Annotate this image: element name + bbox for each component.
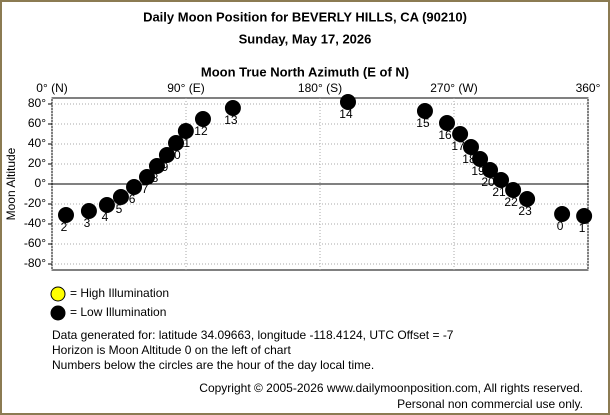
moon-point <box>148 158 165 174</box>
moon-point <box>98 197 115 213</box>
hour-label: 2 <box>61 220 68 234</box>
moon-point <box>519 191 536 207</box>
hour-label: 6 <box>129 192 136 206</box>
moon-point <box>80 203 97 219</box>
y-tick-label: -80° <box>24 256 46 270</box>
hour-label: 19 <box>471 164 485 178</box>
legend-label: = High Illumination <box>70 286 169 300</box>
y-tick-label: 0° <box>35 176 47 190</box>
chart-title: Daily Moon Position for BEVERLY HILLS, C… <box>143 9 467 24</box>
hour-label: 0 <box>557 219 564 233</box>
y-tick-label: 80° <box>28 96 46 110</box>
y-tick-label: 60° <box>28 116 46 130</box>
hour-label: 15 <box>416 116 430 130</box>
note: Numbers below the circles are the hour o… <box>52 358 374 372</box>
hour-label: 14 <box>339 107 353 121</box>
hour-label: 17 <box>451 139 465 153</box>
moon-point <box>138 169 155 185</box>
hour-label: 12 <box>194 124 208 138</box>
hour-label: 11 <box>178 136 191 150</box>
x-axis-title: Moon True North Azimuth (E of N) <box>201 64 409 79</box>
moon-point <box>194 111 211 127</box>
moon-point <box>452 126 469 142</box>
y-tick-label: 40° <box>28 136 46 150</box>
note: Horizon is Moon Altitude 0 on the left o… <box>52 343 291 357</box>
hour-label: 9 <box>162 160 169 174</box>
hour-label: 1 <box>579 221 586 235</box>
hour-label: 3 <box>84 216 91 230</box>
y-tick-label: 20° <box>28 156 46 170</box>
moon-point <box>57 207 74 223</box>
hour-label: 23 <box>518 204 532 218</box>
y-tick-label: -40° <box>24 216 46 230</box>
moon-point <box>168 135 185 151</box>
moon-point <box>224 100 241 116</box>
legend-marker <box>50 305 66 321</box>
hour-label: 20 <box>481 175 495 189</box>
copyright: Personal non commercial use only. <box>397 397 583 411</box>
moon-point <box>505 182 522 198</box>
moon-point <box>482 162 499 178</box>
x-tick-label: 0° (N) <box>36 81 67 95</box>
chart-subtitle: Sunday, May 17, 2026 <box>239 31 372 46</box>
x-tick-label: 180° (S) <box>298 81 342 95</box>
moon-point <box>493 172 510 188</box>
y-axis-title: Moon Altitude <box>4 147 18 220</box>
moon-point <box>416 103 433 119</box>
hour-label: 16 <box>438 128 452 142</box>
legend-marker <box>50 286 66 302</box>
moon-point <box>126 179 143 195</box>
hour-label: 8 <box>152 171 159 185</box>
moon-point <box>112 189 129 205</box>
hour-label: 10 <box>167 148 181 162</box>
hour-label: 7 <box>142 182 149 196</box>
copyright: Copyright © 2005-2026 www.dailymoonposit… <box>199 381 583 395</box>
hour-label: 4 <box>102 210 109 224</box>
moon-point <box>472 151 489 167</box>
moon-point <box>158 147 175 163</box>
moon-point <box>177 123 194 139</box>
moon-point <box>462 139 479 155</box>
y-tick-label: -60° <box>24 236 46 250</box>
moon-point <box>439 115 456 131</box>
x-tick-label: 360° <box>576 81 601 95</box>
legend-label: = Low Illumination <box>70 305 166 319</box>
hour-label: 13 <box>224 113 238 127</box>
moon-point <box>554 206 571 222</box>
moon-point <box>339 94 356 110</box>
x-tick-label: 90° (E) <box>167 81 204 95</box>
x-tick-label: 270° (W) <box>430 81 477 95</box>
hour-label: 21 <box>492 185 506 199</box>
y-tick-label: -20° <box>24 196 46 210</box>
moon-point <box>576 208 593 224</box>
hour-label: 18 <box>462 152 476 166</box>
note: Data generated for: latitude 34.09663, l… <box>52 328 454 342</box>
hour-label: 22 <box>504 195 518 209</box>
hour-label: 5 <box>116 202 123 216</box>
